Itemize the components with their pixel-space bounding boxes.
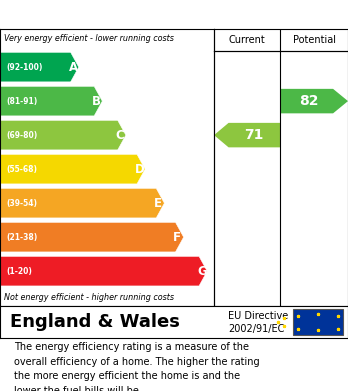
Text: G: G [197,265,207,278]
Text: A: A [69,61,78,74]
Text: E: E [154,197,162,210]
Text: (1-20): (1-20) [6,267,32,276]
Polygon shape [0,120,126,150]
Polygon shape [0,256,207,286]
Text: (81-91): (81-91) [6,97,38,106]
Text: Current: Current [229,35,266,45]
Text: 71: 71 [244,128,263,142]
Text: The energy efficiency rating is a measure of the
overall efficiency of a home. T: The energy efficiency rating is a measur… [14,343,260,391]
Text: D: D [135,163,144,176]
Polygon shape [0,154,145,184]
Polygon shape [0,222,184,252]
Text: (39-54): (39-54) [6,199,38,208]
Polygon shape [0,188,164,218]
Text: England & Wales: England & Wales [10,313,180,331]
Text: C: C [116,129,124,142]
Text: (69-80): (69-80) [6,131,38,140]
Polygon shape [0,86,102,116]
FancyBboxPatch shape [293,309,343,335]
Text: Not energy efficient - higher running costs: Not energy efficient - higher running co… [4,292,174,301]
Text: Energy Efficiency Rating: Energy Efficiency Rating [73,7,275,22]
Polygon shape [214,123,280,147]
Polygon shape [280,89,348,113]
Text: F: F [173,231,181,244]
Text: (21-38): (21-38) [6,233,38,242]
Polygon shape [0,52,79,82]
Text: EU Directive
2002/91/EC: EU Directive 2002/91/EC [228,310,288,334]
Text: Very energy efficient - lower running costs: Very energy efficient - lower running co… [4,34,174,43]
Text: B: B [92,95,101,108]
Text: (55-68): (55-68) [6,165,38,174]
Text: 82: 82 [299,94,318,108]
Text: Potential: Potential [293,35,335,45]
Text: (92-100): (92-100) [6,63,43,72]
